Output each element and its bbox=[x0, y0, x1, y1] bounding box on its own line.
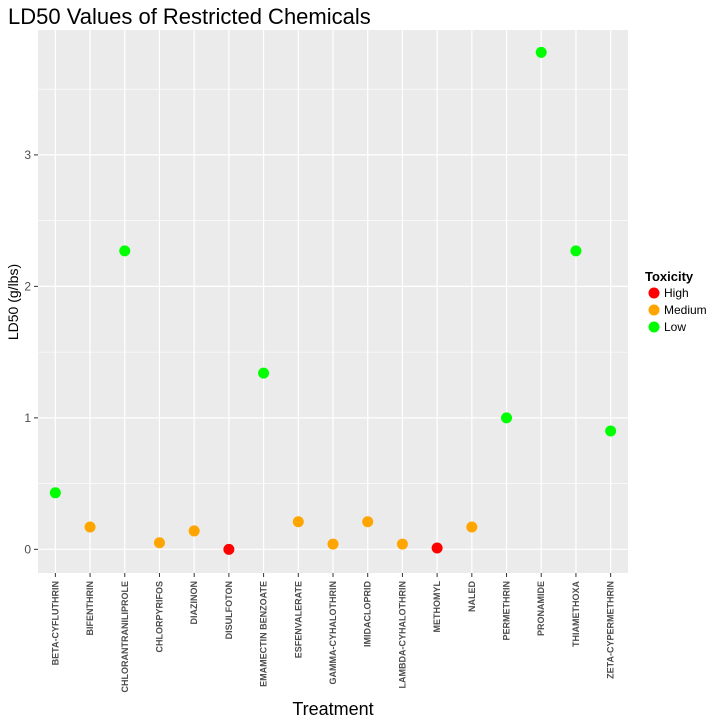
legend: Toxicity High Medium Low bbox=[645, 269, 707, 334]
chart-title: LD50 Values of Restricted Chemicals bbox=[8, 4, 371, 29]
y-tick-label: 2 bbox=[24, 279, 31, 293]
data-point bbox=[292, 516, 304, 528]
data-point bbox=[466, 521, 478, 533]
y-tick-label: 0 bbox=[24, 542, 31, 556]
x-tick-label: IMIDACLOPRID bbox=[363, 581, 373, 647]
x-tick-label: GAMMA-CYHALOTHRIN bbox=[328, 581, 338, 685]
data-point bbox=[570, 245, 582, 257]
legend-label: High bbox=[664, 286, 689, 300]
data-point bbox=[49, 487, 61, 499]
x-tick-label: CHLORPYRIFOS bbox=[154, 581, 164, 653]
data-point bbox=[84, 521, 96, 533]
legend-key bbox=[648, 304, 660, 316]
data-point bbox=[501, 412, 513, 424]
data-point bbox=[396, 538, 408, 550]
x-tick-label: PERMETHRIN bbox=[502, 581, 512, 641]
y-tick-label: 1 bbox=[24, 411, 31, 425]
x-tick-label: LAMBDA-CYHALOTHRIN bbox=[397, 581, 407, 689]
data-point bbox=[258, 367, 270, 379]
data-point bbox=[188, 525, 200, 537]
legend-label: Low bbox=[664, 320, 686, 334]
x-tick-label: EMAMECTIN BENZOATE bbox=[259, 581, 269, 687]
legend-key bbox=[648, 287, 660, 299]
x-tick-label: ZETA-CYPERMETHRIN bbox=[606, 581, 616, 679]
legend-title: Toxicity bbox=[645, 269, 694, 284]
x-tick-label: DISULFOTON bbox=[224, 581, 234, 639]
x-tick-label: BETA-CYFLUTHRIN bbox=[50, 581, 60, 665]
x-tick-label: NALED bbox=[467, 581, 477, 612]
x-tick-label: DIAZINON bbox=[189, 581, 199, 625]
data-point bbox=[431, 542, 443, 554]
data-point bbox=[605, 425, 617, 437]
data-points bbox=[49, 46, 617, 555]
data-point bbox=[153, 537, 165, 549]
data-point bbox=[223, 543, 235, 555]
y-axis: 0 1 2 3 bbox=[24, 148, 38, 556]
x-tick-label: CHLORANTRANILIPROLE bbox=[120, 581, 130, 693]
legend-label: Medium bbox=[664, 303, 707, 317]
x-axis-title: Treatment bbox=[292, 699, 373, 719]
x-axis: BETA-CYFLUTHRIN BIFENTHRIN CHLORANTRANILIP… bbox=[50, 573, 616, 693]
x-tick-label: BIFENTHRIN bbox=[85, 581, 95, 636]
x-tick-label: ESFENVALERATE bbox=[293, 581, 303, 658]
data-point bbox=[119, 245, 131, 257]
x-tick-label: THIAMETHOXA bbox=[571, 581, 581, 647]
data-point bbox=[327, 538, 339, 550]
legend-key bbox=[648, 321, 660, 333]
major-gridlines bbox=[38, 30, 628, 573]
x-tick-label: METHOMYL bbox=[432, 581, 442, 633]
data-point bbox=[535, 46, 547, 58]
data-point bbox=[362, 516, 374, 528]
y-tick-label: 3 bbox=[24, 148, 31, 162]
x-tick-label: PRONAMIDE bbox=[536, 581, 546, 636]
y-axis-title: LD50 (g/lbs) bbox=[5, 264, 21, 340]
